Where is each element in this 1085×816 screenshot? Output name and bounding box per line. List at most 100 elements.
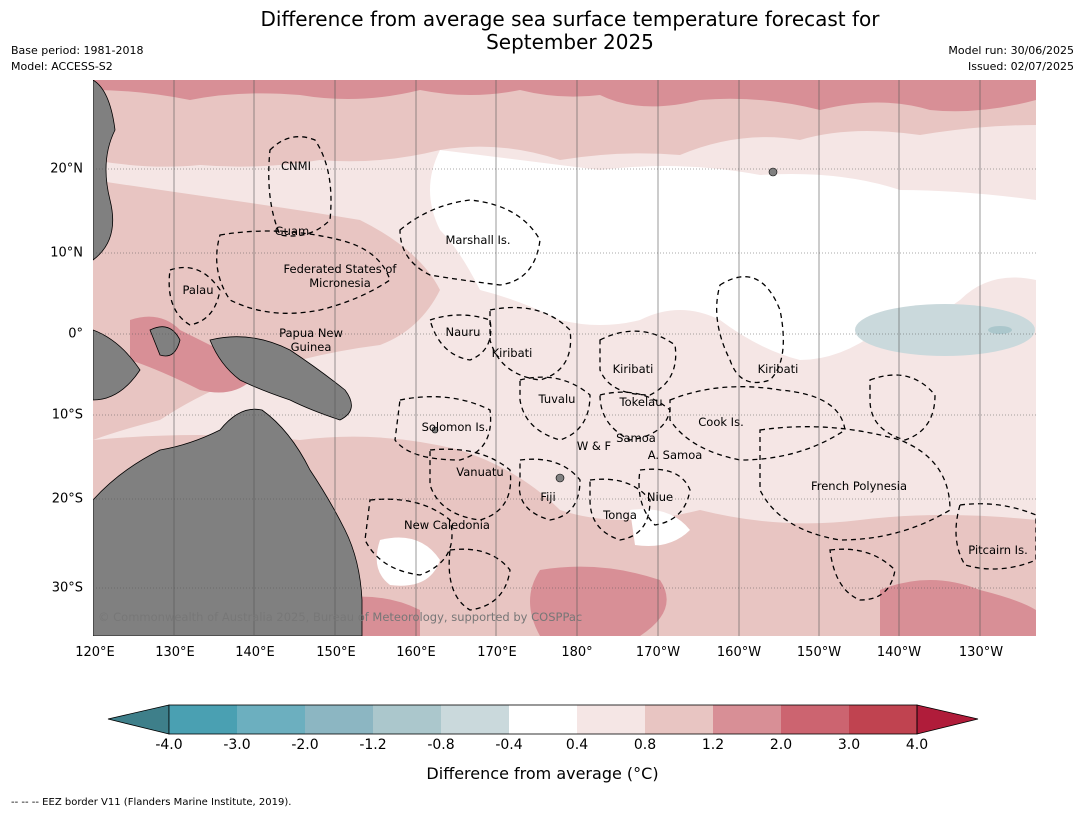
lat-gridlines <box>93 168 1036 589</box>
colorbar-swatch-3 <box>305 705 373 734</box>
lat-label-10s: 10°S <box>51 407 83 423</box>
colorbar-swatch-10 <box>781 705 849 734</box>
colorbar-tick: 1.2 <box>701 737 725 753</box>
lon-label-150e: 150°E <box>316 645 356 660</box>
fiji-land <box>555 473 565 483</box>
place-label-asamoa: A. Samoa <box>647 448 703 462</box>
place-label-kiribati-2: Kiribati <box>612 362 654 376</box>
warm-anomaly-south-1 <box>530 566 667 636</box>
map-plot-area <box>93 80 1036 636</box>
place-label-marshall: Marshall Is. <box>445 233 511 247</box>
place-label-new-caledonia: New Caledonia <box>404 518 490 532</box>
cool-anomaly <box>855 304 1035 356</box>
colorbar-tick: 2.0 <box>769 737 793 753</box>
place-label-kiribati-1: Kiribati <box>491 346 533 360</box>
lat-label-30s: 30°S <box>51 580 83 596</box>
gridlines <box>173 80 981 636</box>
place-label-cnmi: CNMI <box>281 159 311 173</box>
colorbar-swatch-low <box>107 704 170 735</box>
place-label-cook: Cook Is. <box>698 415 744 429</box>
warm-anomaly-south-2 <box>880 580 1036 636</box>
lon-label-160w: 160°W <box>716 645 762 660</box>
neutral-area <box>430 150 1036 360</box>
colorbar-swatch-1 <box>169 705 237 734</box>
place-label-tuvalu: Tuvalu <box>538 392 576 406</box>
place-label-kiribati-3: Kiribati <box>757 362 799 376</box>
colorbar-tick: -2.0 <box>291 737 319 753</box>
place-label-samoa: Samoa <box>616 431 656 445</box>
place-label-pitcairn: Pitcairn Is. <box>968 543 1028 557</box>
model-run: Model run: 30/06/2025 <box>948 44 1074 57</box>
eez-borders <box>168 136 1036 611</box>
place-label-guam: Guam <box>274 224 310 238</box>
title-line-2: September 2025 <box>486 30 654 54</box>
issued-date: Issued: 02/07/2025 <box>967 60 1074 73</box>
colorbar-swatch-11 <box>849 705 917 734</box>
colorbar-swatch-4 <box>373 705 441 734</box>
lon-label-170e: 170°E <box>477 645 517 660</box>
lat-label-20n: 20°N <box>50 161 83 177</box>
lon-label-180: 180° <box>561 645 593 660</box>
place-label-fsm: Federated States of Micronesia <box>283 262 397 290</box>
meta-left: Base period: 1981-2018 Model: ACCESS-S2 <box>11 43 143 75</box>
colorbar-swatch-2 <box>237 705 305 734</box>
warm-anomaly-north <box>93 80 1036 112</box>
place-label-tokelau: Tokelau <box>619 395 663 409</box>
neutral-south-2 <box>630 509 690 546</box>
new-guinea-land <box>209 336 352 421</box>
lon-label-130e: 130°E <box>155 645 195 660</box>
colorbar-swatch-high <box>916 704 979 735</box>
lat-label-20s: 20°S <box>51 491 83 507</box>
colorbar-tick: -0.8 <box>427 737 455 753</box>
colorbar-tick: 0.8 <box>633 737 657 753</box>
place-label-french-polynesia: French Polynesia <box>810 479 908 493</box>
lon-label-140w: 140°W <box>876 645 922 660</box>
colorbar-title: Difference from average (°C) <box>426 764 659 783</box>
place-label-wf: W & F <box>576 439 612 453</box>
colorbar-tick: 3.0 <box>837 737 861 753</box>
colorbar-swatch-8 <box>645 705 713 734</box>
colorbar-tick: 0.4 <box>565 737 589 753</box>
place-label-niue: Niue <box>646 490 674 504</box>
place-label-png: Papua New Guinea <box>279 326 343 354</box>
meta-right: Model run: 30/06/2025 Issued: 02/07/2025 <box>948 43 1074 75</box>
colorbar-swatch-7 <box>577 705 645 734</box>
place-label-nauru: Nauru <box>445 325 481 339</box>
neutral-south-1 <box>376 537 440 586</box>
colorbar-tick: -4.0 <box>155 737 183 753</box>
colorbar-swatch-9 <box>713 705 781 734</box>
place-label-vanuatu: Vanuatu <box>456 465 504 479</box>
place-label-solomon: Solomon Is. <box>421 420 489 434</box>
model-name: Model: ACCESS-S2 <box>11 60 113 73</box>
lon-label-170w: 170°W <box>635 645 681 660</box>
lon-label-160e: 160°E <box>396 645 436 660</box>
australia-land <box>93 408 363 636</box>
lon-label-120e: 120°E <box>75 645 115 660</box>
asia-land-south <box>93 329 141 401</box>
hawaii-land <box>768 167 778 177</box>
colorbar <box>107 704 979 735</box>
colorbar-tick: -1.2 <box>359 737 387 753</box>
lon-label-140e: 140°E <box>235 645 275 660</box>
colorbar-frame <box>168 704 918 735</box>
colorbar-tick: -3.0 <box>223 737 251 753</box>
asia-land-north <box>93 80 116 261</box>
colorbar-swatch-5 <box>441 705 509 734</box>
chart-title: Difference from average sea surface temp… <box>0 8 1085 54</box>
base-period: Base period: 1981-2018 <box>11 44 144 57</box>
lon-label-130w: 130°W <box>958 645 1004 660</box>
copyright-notice: © Commonwealth of Australia 2025, Bureau… <box>98 610 583 624</box>
colorbar-tick: 4.0 <box>905 737 929 753</box>
place-label-palau: Palau <box>182 283 214 297</box>
eez-footnote: -- -- -- EEZ border V11 (Flanders Marine… <box>11 797 292 808</box>
colorbar-swatch-6 <box>509 705 577 734</box>
lat-label-10n: 10°N <box>50 245 83 261</box>
place-label-fiji: Fiji <box>540 490 556 504</box>
sulawesi-land <box>149 326 181 357</box>
cool-anomaly-core <box>988 326 1012 334</box>
solomon-land <box>431 426 439 434</box>
lat-label-0: 0° <box>68 326 83 342</box>
colorbar-tick: -0.4 <box>495 737 523 753</box>
lon-label-150w: 150°W <box>796 645 842 660</box>
